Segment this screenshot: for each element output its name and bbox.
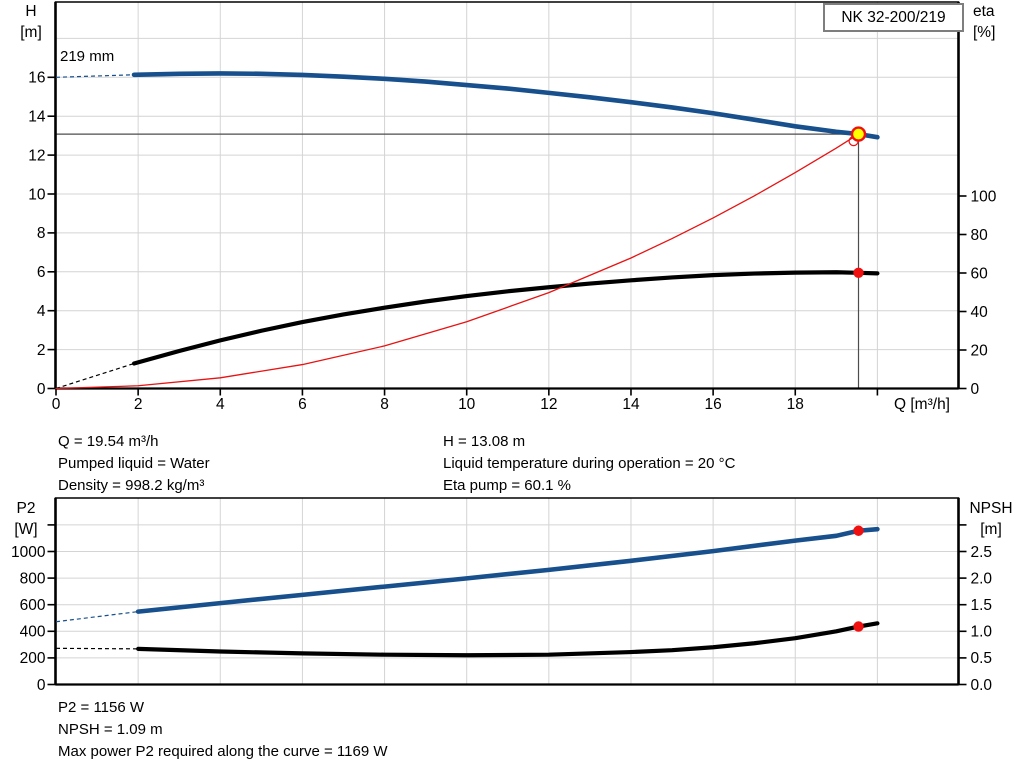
marker-p2-point[interactable] <box>853 525 864 536</box>
q-axis-title: Q [m³/h] <box>894 396 950 413</box>
eta-axis-title: eta [%] <box>973 2 995 43</box>
right-tick-label: 0 <box>971 381 980 398</box>
p2-axis-title-line2: [W] <box>14 520 38 538</box>
left-tick-label: 8 <box>37 225 46 242</box>
pump-type-label: NK 32-200/219 <box>841 8 946 26</box>
left-tick-label: 6 <box>37 264 46 281</box>
series-head-curve-219mm-lead <box>55 74 135 78</box>
x-tick-label: 14 <box>622 396 640 413</box>
right-tick-label: 20 <box>971 342 989 359</box>
eta-axis-title-line1: eta <box>973 3 995 20</box>
left-tick-label: 14 <box>28 109 46 126</box>
right-tick-label: 0.5 <box>971 650 993 667</box>
series-eta-curve-lead <box>55 362 135 390</box>
text-line: P2 = 1156 W <box>58 699 145 716</box>
left-tick-label: 0 <box>37 677 46 694</box>
left-tick-label: 600 <box>20 597 46 614</box>
x-tick-label: 0 <box>52 396 61 413</box>
left-tick-label: 4 <box>37 303 46 320</box>
x-tick-label: 4 <box>216 396 225 413</box>
right-tick-label: 2.0 <box>971 570 993 587</box>
right-tick-label: 60 <box>971 265 989 282</box>
right-tick-label: 1.5 <box>971 597 993 614</box>
series-head-curve-219mm <box>131 71 880 140</box>
right-tick-label: 0.0 <box>971 677 993 694</box>
series-npsh-curve <box>136 621 880 658</box>
npsh-axis-title-line1: NPSH <box>969 500 1013 517</box>
h-axis-title-line2: [m] <box>20 23 42 41</box>
text-line: Density = 998.2 kg/m³ <box>58 477 205 494</box>
x-tick-label: 8 <box>380 396 389 413</box>
text-line: Eta pump = 60.1 % <box>443 477 571 494</box>
right-tick-label: 2.5 <box>971 544 993 561</box>
text-line: H = 13.08 m <box>443 433 526 450</box>
text-line: NPSH = 1.09 m <box>58 721 163 738</box>
x-tick-label: 10 <box>458 396 476 413</box>
series-p2-curve-lead <box>55 611 139 623</box>
plot-frame <box>54 1 960 390</box>
x-tick-label: 12 <box>540 396 557 413</box>
results-block: P2 = 1156 W NPSH = 1.09 m Max power P2 req… <box>58 697 388 763</box>
left-tick-label: 12 <box>28 147 45 164</box>
p2-axis-title: P2 [W] <box>8 499 44 540</box>
left-tick-label: 200 <box>20 650 46 667</box>
p2-axis-title-line1: P2 <box>16 500 36 517</box>
left-tick-label: 0 <box>37 381 46 398</box>
series-p2-curve <box>135 526 880 614</box>
series-eta-curve <box>131 270 880 366</box>
right-tick-label: 100 <box>971 188 997 205</box>
duty-info-right-column: H = 13.08 m Liquid temperature during ope… <box>443 431 735 497</box>
right-tick-label: 40 <box>971 304 989 321</box>
text-line: Max power P2 required along the curve = … <box>58 743 388 760</box>
left-tick-label: 800 <box>20 570 46 587</box>
right-tick-label: 80 <box>971 227 989 244</box>
right-tick-label: 1.0 <box>971 624 993 641</box>
text-line: Q = 19.54 m³/h <box>58 433 159 450</box>
h-axis-title-line1: H <box>25 3 37 20</box>
marker-duty-point[interactable] <box>850 126 867 142</box>
x-tick-label: 2 <box>134 396 143 413</box>
x-tick-label: 6 <box>298 396 307 413</box>
left-tick-label: 400 <box>20 624 46 641</box>
x-tick-label: 18 <box>787 396 804 413</box>
eta-axis-title-line2: [%] <box>973 23 996 41</box>
impeller-diameter-label: 219 mm <box>60 48 115 65</box>
marker-eta-point[interactable] <box>853 267 864 279</box>
series-system-curve <box>55 133 860 390</box>
npsh-axis-title: NPSH [m] <box>962 499 1020 540</box>
text-line: Liquid temperature during operation = 20… <box>443 455 736 472</box>
series-npsh-curve-lead <box>55 647 139 650</box>
duty-info-left-column: Q = 19.54 m³/h Pumped liquid = Water Densi… <box>58 431 210 497</box>
h-axis-title: H [m] <box>10 2 52 43</box>
npsh-axis-title-line2: [m] <box>980 520 1002 538</box>
marker-npsh-point[interactable] <box>853 621 864 632</box>
text-line: Pumped liquid = Water <box>58 455 210 472</box>
left-tick-label: 1000 <box>11 544 46 561</box>
pump-type-box: NK 32-200/219 <box>823 3 964 32</box>
x-tick-label: 16 <box>704 396 721 413</box>
left-tick-label: 10 <box>28 186 46 203</box>
left-tick-label: 16 <box>28 70 45 87</box>
left-tick-label: 2 <box>37 342 46 359</box>
